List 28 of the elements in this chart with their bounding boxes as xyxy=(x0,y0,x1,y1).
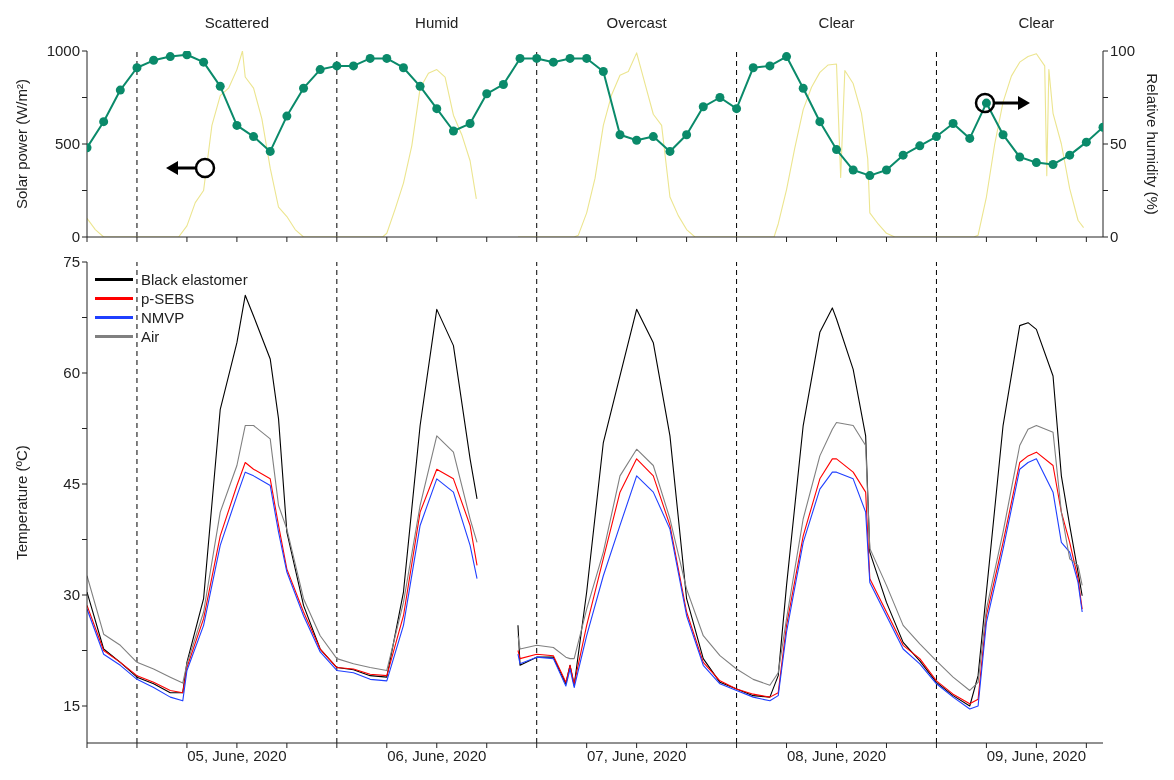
x-tick-label: 06, June, 2020 xyxy=(387,746,487,764)
x-tick-label: 07, June, 2020 xyxy=(587,746,687,764)
text: Clear xyxy=(1018,14,1055,31)
y-tick-label: 75 xyxy=(63,253,80,271)
x-tick-label: 09, June, 2020 xyxy=(986,746,1087,764)
y-axis-title: Temperature (ºC) xyxy=(13,445,31,560)
legend-label: Air xyxy=(141,327,160,346)
y-tick-label: 30 xyxy=(63,586,80,604)
y-tick-label: 15 xyxy=(63,697,80,715)
text: Clear xyxy=(818,14,855,31)
x-tick-label: 08, June, 2020 xyxy=(786,746,887,764)
text: Humid xyxy=(415,14,459,31)
y2-tick-label: 100 xyxy=(1110,42,1136,60)
y-tick-label: 1000 xyxy=(46,42,80,60)
y-axis-title: Solar power (W/m²) xyxy=(13,78,31,210)
legend-label: Black elastomer xyxy=(141,270,248,289)
legend-label: NMVP xyxy=(141,308,185,327)
y-tick-label: 60 xyxy=(63,364,80,382)
legend-label: p-SEBS xyxy=(141,289,195,308)
y-tick-label: 500 xyxy=(54,135,80,153)
y2-tick-label: 0 xyxy=(1110,228,1119,246)
x-tick-label: 05, June, 2020 xyxy=(187,746,287,764)
y2-tick-label: 50 xyxy=(1110,135,1127,153)
text: Overcast xyxy=(606,14,667,31)
y2-axis-title: Relative humidity (%) xyxy=(1143,73,1161,215)
y-tick-label: 45 xyxy=(63,475,80,493)
text: Scattered xyxy=(204,14,269,31)
y-tick-label: 0 xyxy=(71,228,80,246)
